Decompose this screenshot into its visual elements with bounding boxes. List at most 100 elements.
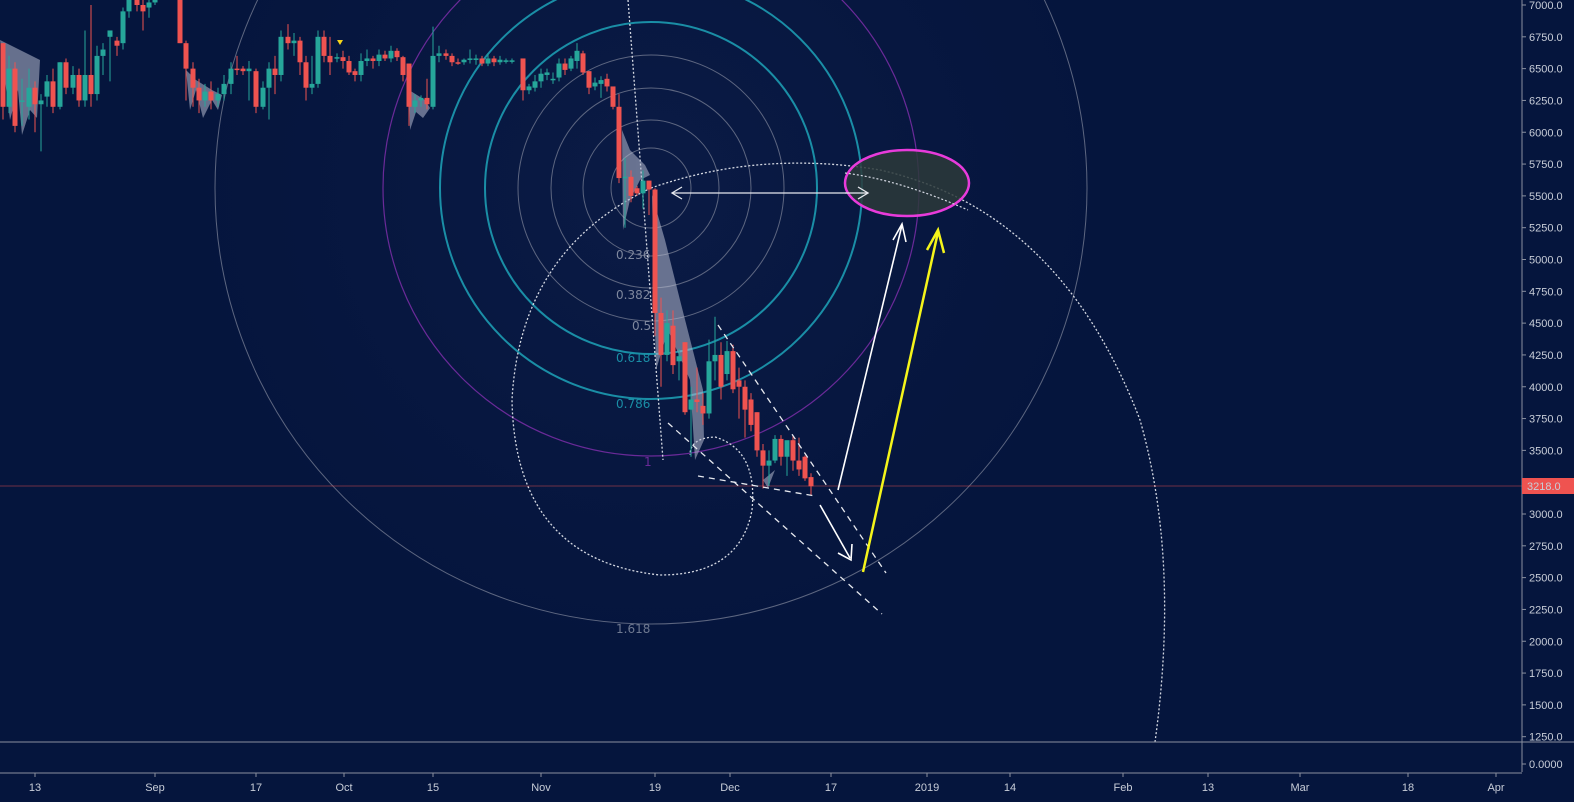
candle[interactable] — [177, 0, 183, 44]
candle[interactable] — [6, 55, 12, 114]
candle[interactable] — [790, 435, 796, 471]
candle[interactable] — [107, 30, 113, 82]
candle[interactable] — [114, 36, 120, 56]
candle[interactable] — [412, 94, 418, 114]
candle[interactable] — [652, 188, 658, 336]
candle[interactable] — [340, 50, 346, 69]
candle[interactable] — [208, 81, 214, 110]
candle[interactable] — [430, 26, 436, 110]
candle[interactable] — [278, 30, 284, 82]
target-zone-ellipse[interactable] — [843, 148, 971, 218]
candle[interactable] — [556, 58, 562, 82]
candle[interactable] — [382, 50, 388, 61]
candle[interactable] — [664, 310, 670, 362]
candle[interactable] — [50, 68, 56, 114]
candle[interactable] — [640, 170, 646, 209]
candle[interactable] — [352, 68, 358, 82]
candle[interactable] — [152, 0, 158, 5]
candle[interactable] — [724, 340, 730, 381]
candle[interactable] — [358, 53, 364, 82]
candle[interactable] — [376, 49, 382, 67]
candle[interactable] — [736, 367, 742, 419]
candle[interactable] — [234, 55, 240, 75]
candle[interactable] — [76, 68, 82, 107]
candle[interactable] — [388, 45, 394, 63]
candle[interactable] — [120, 7, 126, 50]
price-axis[interactable]: 7000.0 6750.0 6500.0 6250.0 6000.0 5750.0 5500… — [1521, 0, 1574, 772]
candle[interactable] — [334, 53, 340, 63]
candle[interactable] — [266, 62, 272, 120]
candle[interactable] — [406, 63, 412, 126]
candle[interactable] — [646, 180, 652, 215]
candle[interactable] — [658, 297, 664, 387]
candle[interactable] — [526, 83, 532, 95]
candle[interactable] — [532, 74, 538, 92]
yellow-arrow-up[interactable] — [861, 226, 946, 573]
candle[interactable] — [100, 43, 106, 75]
candle[interactable] — [196, 78, 202, 114]
candle[interactable] — [754, 412, 760, 457]
candle[interactable] — [146, 0, 152, 18]
candle[interactable] — [327, 36, 333, 75]
candle[interactable] — [742, 380, 748, 438]
candle[interactable] — [88, 5, 94, 107]
candle[interactable] — [802, 455, 808, 481]
candle[interactable] — [202, 83, 208, 107]
candle[interactable] — [260, 81, 266, 110]
candle[interactable] — [272, 55, 278, 95]
time-axis[interactable]: 13 Sep 17 Oct 15 Nov 19 Dec 17 2019 14 Feb 13 Mar 18 Ap… — [29, 773, 1505, 794]
candles-layer[interactable] — [0, 0, 814, 495]
candle[interactable] — [297, 36, 303, 75]
candle[interactable] — [760, 444, 766, 489]
candle[interactable] — [503, 58, 509, 64]
candle[interactable] — [57, 62, 63, 110]
candle[interactable] — [315, 30, 321, 88]
candle[interactable] — [479, 55, 485, 67]
candle[interactable] — [253, 68, 259, 114]
candle[interactable] — [291, 32, 297, 56]
candle[interactable] — [183, 40, 189, 101]
candle[interactable] — [26, 68, 32, 120]
candle[interactable] — [622, 157, 628, 228]
candle[interactable] — [221, 74, 227, 101]
candle[interactable] — [400, 55, 406, 82]
wedge-lines[interactable] — [667, 324, 887, 615]
candle[interactable] — [598, 76, 604, 98]
candle[interactable] — [443, 49, 449, 60]
candle[interactable] — [285, 24, 291, 50]
candle[interactable] — [586, 71, 592, 95]
candle[interactable] — [509, 58, 515, 64]
candle[interactable] — [784, 440, 790, 476]
candle[interactable] — [706, 339, 712, 419]
candle[interactable] — [808, 473, 814, 495]
candle[interactable] — [580, 50, 586, 75]
candle[interactable] — [346, 55, 352, 75]
candle[interactable] — [82, 30, 88, 107]
candle[interactable] — [140, 0, 146, 31]
candle[interactable] — [461, 58, 467, 65]
candle[interactable] — [364, 49, 370, 67]
candle[interactable] — [449, 53, 455, 67]
candle[interactable] — [682, 342, 688, 415]
candle[interactable] — [321, 30, 327, 63]
candle[interactable] — [436, 45, 442, 63]
candle[interactable] — [568, 55, 574, 72]
candle[interactable] — [190, 62, 196, 107]
candle[interactable] — [134, 0, 140, 12]
candle[interactable] — [485, 53, 491, 67]
candle[interactable] — [562, 58, 568, 75]
candle[interactable] — [628, 170, 634, 203]
candle[interactable] — [309, 55, 315, 95]
candle[interactable] — [604, 73, 610, 92]
fib-spiral[interactable] — [511, 0, 1166, 743]
candle[interactable] — [700, 393, 706, 425]
candle[interactable] — [394, 48, 400, 61]
candle[interactable] — [634, 185, 640, 196]
candle[interactable] — [730, 344, 736, 394]
candle[interactable] — [228, 62, 234, 95]
candle[interactable] — [32, 81, 38, 133]
candle[interactable] — [520, 58, 526, 101]
white-arrow-up[interactable] — [837, 221, 907, 491]
candle[interactable] — [538, 68, 544, 88]
